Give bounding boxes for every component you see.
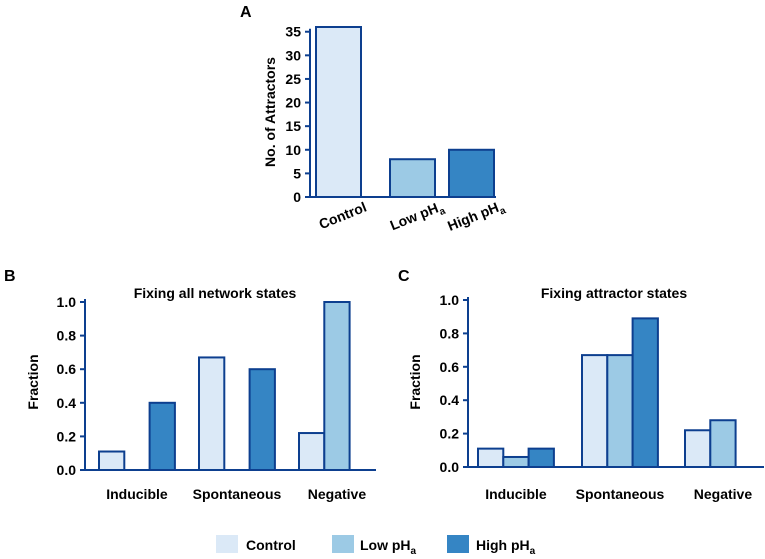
panel-b-bar-inducible-control bbox=[98, 450, 126, 471]
panel-a-ylabel: No. of Attractors bbox=[262, 57, 278, 167]
panel-c-bar-negative-low-pha bbox=[709, 419, 737, 468]
panel-a-ytick-label: 5 bbox=[293, 165, 301, 181]
panel-b-ytick-label: 0.6 bbox=[57, 361, 77, 377]
panel-b-title: Fixing all network states bbox=[134, 285, 297, 301]
panel-b-category-label: Negative bbox=[308, 486, 367, 502]
panel-c-ytick-label: 0.8 bbox=[440, 325, 460, 341]
panel-b-category-label: Spontaneous bbox=[193, 486, 282, 502]
panel-b-ytick-label: 0.0 bbox=[57, 462, 77, 478]
panel-a-ytick-label: 10 bbox=[285, 142, 301, 158]
panel-c-bar-spontaneous-control bbox=[581, 354, 609, 468]
legend-swatch-high-pha bbox=[447, 535, 469, 553]
panel-c-title: Fixing attractor states bbox=[541, 285, 687, 301]
panel-c-bar-spontaneous-low-pha bbox=[606, 354, 634, 468]
panel-c-bar-negative-control bbox=[684, 429, 712, 469]
panel-b-bar-spontaneous-control bbox=[198, 356, 226, 471]
panel-a-ytick-label: 25 bbox=[285, 71, 301, 87]
panel-b-chart: 0.0 0.2 0.4 0.6 0.8 1.0 Inducible Spontaneous Ne… bbox=[57, 294, 376, 502]
panel-a-ytick-label: 0 bbox=[293, 189, 301, 205]
panel-letter-b: B bbox=[4, 268, 16, 285]
panel-letter-c: C bbox=[398, 268, 410, 285]
panel-c-ytick-label: 0.0 bbox=[440, 459, 460, 475]
panel-c-bar-inducible-low-pha bbox=[502, 455, 530, 469]
panel-c-category-label: Negative bbox=[694, 486, 753, 502]
panel-c-ytick-label: 0.2 bbox=[440, 426, 460, 442]
legend-swatch-control bbox=[216, 535, 238, 553]
panel-b-ytick-label: 1.0 bbox=[57, 294, 77, 310]
panel-c-chart: 0.0 0.2 0.4 0.6 0.8 1.0 Inducible Spontaneous Ne… bbox=[440, 292, 764, 502]
panel-b-ytick-label: 0.2 bbox=[57, 428, 77, 444]
panel-a-category-label: Control bbox=[317, 199, 369, 232]
panel-a-ytick-label: 35 bbox=[285, 24, 301, 40]
panel-c-category-label: Spontaneous bbox=[576, 486, 665, 502]
panel-b-bar-negative-control bbox=[298, 432, 326, 472]
panel-c-ylabel: Fraction bbox=[407, 354, 423, 409]
legend: Control Low pHa High pHa bbox=[216, 535, 536, 557]
panel-b-bar-negative-low-pha bbox=[323, 301, 351, 471]
panel-c-bar-spontaneous-high-pha bbox=[631, 317, 659, 468]
panel-c-ytick-label: 1.0 bbox=[440, 292, 460, 308]
panel-a-ytick-label: 15 bbox=[285, 118, 301, 134]
panel-c-ytick-label: 0.6 bbox=[440, 359, 460, 375]
panel-b-ytick-label: 0.8 bbox=[57, 328, 77, 344]
panel-letter-a: A bbox=[240, 4, 252, 21]
panel-c-bar-inducible-control bbox=[477, 447, 505, 469]
panel-b-bar-inducible-high-pha bbox=[148, 401, 176, 471]
legend-label: High pHa bbox=[476, 537, 536, 557]
panel-a-category-label: Low pHa bbox=[388, 197, 448, 237]
legend-swatch-low-pha bbox=[332, 535, 354, 553]
legend-label: Control bbox=[246, 537, 296, 553]
panel-b-ylabel: Fraction bbox=[25, 354, 41, 409]
panel-c-bar-inducible-high-pha bbox=[527, 447, 555, 469]
panel-c-category-label: Inducible bbox=[485, 486, 547, 502]
panel-a-bar-low-pha bbox=[389, 158, 436, 199]
panel-a-ytick-label: 20 bbox=[285, 95, 301, 111]
panel-a-ytick-label: 30 bbox=[285, 47, 301, 63]
panel-b-ytick-label: 0.4 bbox=[57, 395, 77, 411]
panel-b-bar-spontaneous-high-pha bbox=[248, 368, 276, 472]
panel-a-category-label: High pHa bbox=[445, 197, 508, 238]
panel-a-bar-high-pha bbox=[448, 148, 495, 198]
panel-b-category-label: Inducible bbox=[106, 486, 168, 502]
legend-label: Low pHa bbox=[360, 537, 417, 557]
panel-a-bar-control bbox=[315, 26, 362, 198]
panel-c-ytick-label: 0.4 bbox=[440, 392, 460, 408]
